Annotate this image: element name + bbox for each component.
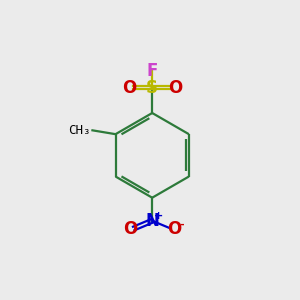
Text: N: N: [145, 212, 159, 230]
Text: O: O: [168, 79, 182, 97]
Text: CH₃: CH₃: [68, 124, 91, 137]
Text: S: S: [146, 79, 158, 97]
Text: F: F: [146, 62, 158, 80]
Text: O: O: [167, 220, 182, 238]
Text: O: O: [122, 79, 136, 97]
Text: +: +: [154, 211, 163, 221]
Text: -: -: [179, 220, 184, 230]
Text: O: O: [123, 220, 137, 238]
